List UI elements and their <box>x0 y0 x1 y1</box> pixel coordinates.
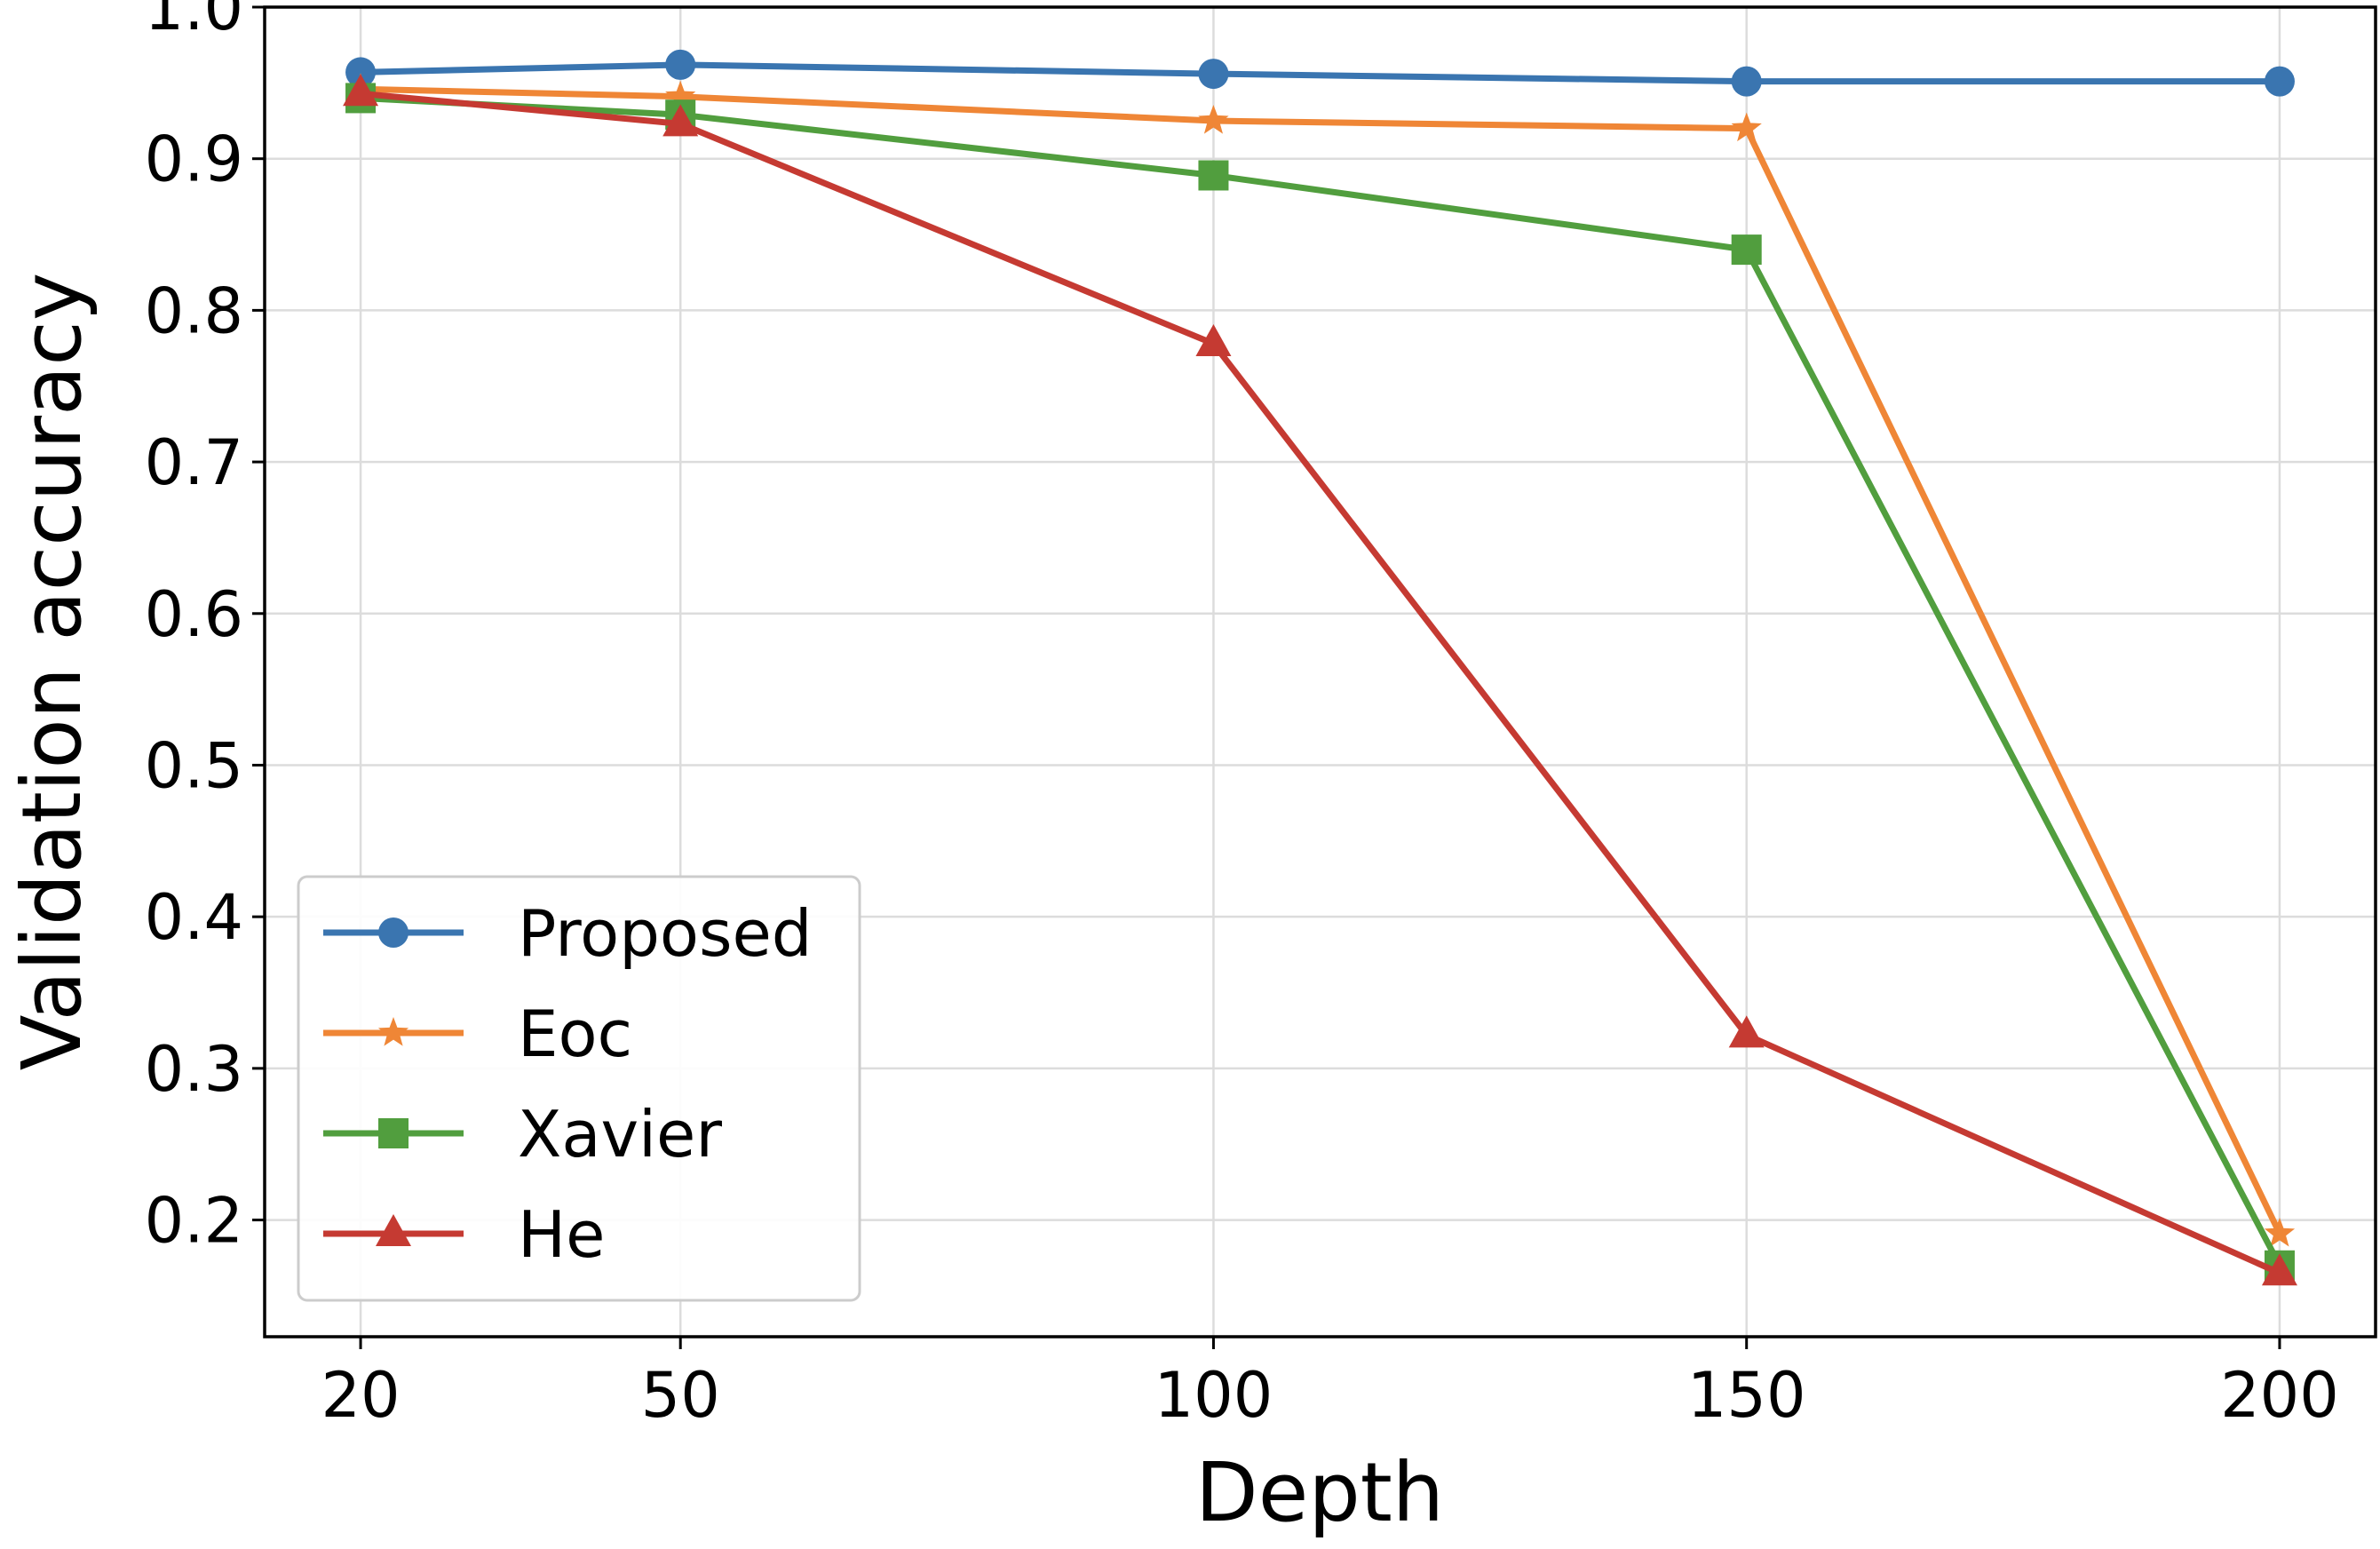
legend-label: He <box>518 1197 605 1272</box>
legend-label: Proposed <box>518 896 813 971</box>
legend-label: Eoc <box>518 997 632 1071</box>
legend-item-he: He <box>323 1197 605 1272</box>
data-point-eoc <box>1731 112 1762 142</box>
data-point-he <box>343 74 379 107</box>
x-axis-label: Depth <box>1195 1445 1444 1540</box>
plot-frame <box>263 5 2377 1338</box>
series-he <box>343 74 2297 1286</box>
legend-marker-triangle <box>376 1214 411 1246</box>
y-tick-label: 0.7 <box>145 426 243 499</box>
legend-item-eoc: Eoc <box>323 997 632 1071</box>
data-point-xavier <box>1198 160 1229 191</box>
legend-box <box>297 875 861 1302</box>
legend-marker-square <box>378 1118 409 1148</box>
data-point-he <box>662 104 699 137</box>
y-tick-label: 0.4 <box>145 881 243 954</box>
data-point-eoc <box>2264 1217 2296 1247</box>
y-axis-label: Validation accuracy <box>4 273 99 1071</box>
legend: Proposed Eoc Xavier He <box>297 875 861 1302</box>
legend-label: Xavier <box>518 1097 722 1172</box>
y-tick-label: 0.3 <box>145 1033 243 1106</box>
data-point-proposed <box>1198 59 1229 90</box>
data-point-proposed <box>2264 66 2295 97</box>
y-tick-label: 0.2 <box>145 1185 243 1258</box>
legend-item-proposed: Proposed <box>323 896 813 971</box>
x-tick-label: 20 <box>321 1359 401 1432</box>
data-point-he <box>2261 1253 2297 1286</box>
data-point-he <box>1195 323 1232 356</box>
x-tick-label: 100 <box>1154 1359 1273 1432</box>
data-point-proposed <box>665 49 696 80</box>
y-tick-label: 0.6 <box>145 578 243 651</box>
series-layer <box>343 49 2297 1286</box>
axis-ticks: 20 50 100 150 200 0.2 0.3 0.4 0.5 0.6 0.7 0.8 0.9 1.0 <box>145 0 2339 1432</box>
series-line-proposed <box>357 61 2283 85</box>
data-point-proposed <box>1731 66 1762 97</box>
legend-marker-star <box>377 1017 409 1046</box>
y-tick-label: 1.0 <box>145 0 243 44</box>
data-point-eoc <box>1198 105 1229 134</box>
x-tick-label: 50 <box>641 1359 720 1432</box>
legend-marker-circle <box>378 917 409 948</box>
data-point-he <box>1728 1015 1765 1048</box>
x-tick-label: 150 <box>1687 1359 1806 1432</box>
series-proposed <box>345 49 2295 97</box>
y-tick-label: 0.8 <box>145 274 243 347</box>
y-tick-label: 0.5 <box>145 729 243 802</box>
legend-item-xavier: Xavier <box>323 1097 722 1172</box>
data-point-xavier <box>1731 234 1762 266</box>
data-point-eoc <box>665 80 696 110</box>
data-point-proposed <box>345 57 377 88</box>
x-tick-label: 200 <box>2220 1359 2339 1432</box>
y-tick-label: 0.9 <box>145 123 243 196</box>
